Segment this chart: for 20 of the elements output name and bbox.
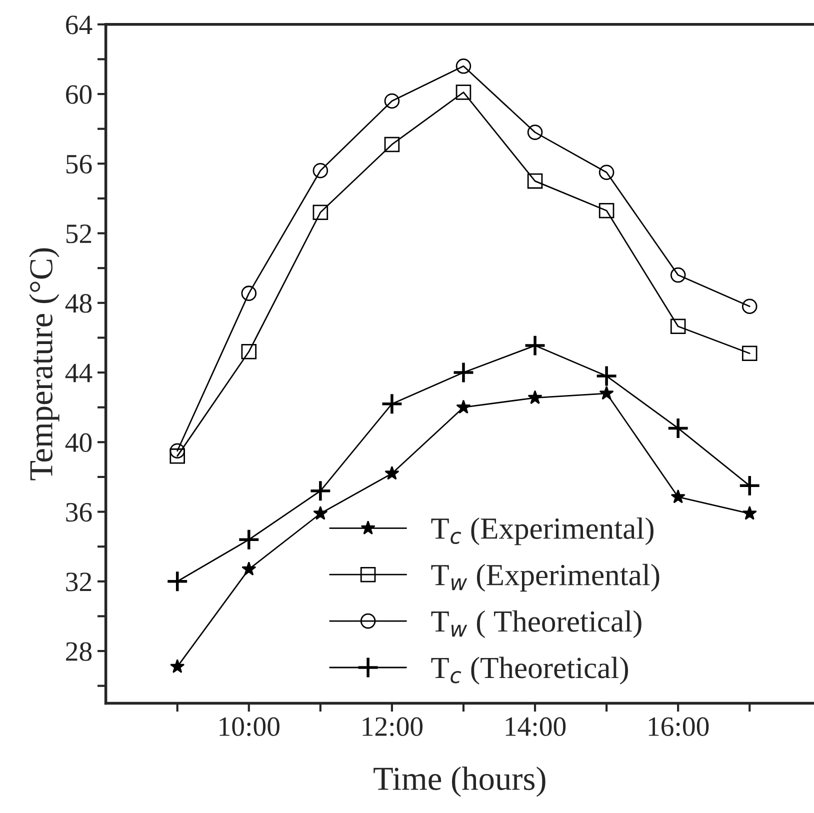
x-axis-title: Time (hours) [374,766,546,797]
y-tick-label: 48 [65,294,92,313]
y-tick-label: 52 [66,224,92,244]
legend-label: T$_{w}$ (Experimental) [431,564,660,592]
y-tick-label: 56 [66,154,92,174]
y-tick-label: 40 [65,433,92,452]
y-tick-label: 64 [66,16,92,34]
legend-label: T$_{c}$ (Experimental) [431,517,654,546]
y-tick-label: 36 [66,503,92,522]
x-tick-label: 12:00 [362,717,423,736]
y-tick-label: 44 [65,364,92,382]
x-tick-label: 10:00 [220,717,280,736]
y-axis-title: Temperature (°C) [29,248,60,480]
x-tick-label: 16:00 [648,717,709,736]
legend-label: T$_{c}$ (Theoretical) [431,656,628,685]
y-tick-label: 32 [66,572,92,592]
y-tick-label: 60 [66,85,92,104]
y-tick-label: 28 [66,642,92,661]
x-tick-label: 14:00 [506,717,566,736]
legend-label: T$_{w}$ ( Theoretical) [431,610,642,638]
